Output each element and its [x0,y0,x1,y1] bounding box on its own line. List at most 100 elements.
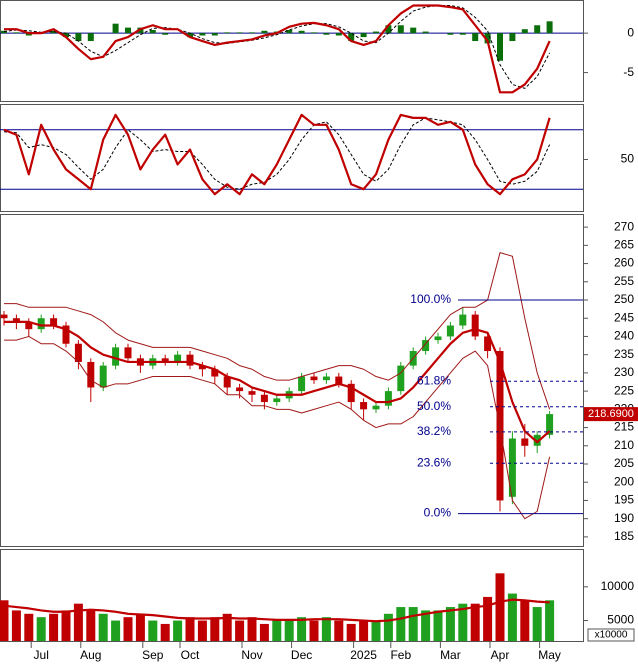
y-tick-label: 210 [614,438,634,452]
candle-body [198,365,206,370]
x-tick-label: Apr [491,648,510,662]
bar [199,33,206,36]
bar [546,21,553,34]
bar [521,29,528,34]
candle-body [12,318,20,322]
candle-body [397,365,405,392]
candle-body [360,402,368,410]
y-tick-label: 255 [614,274,634,288]
bar [410,27,417,34]
fib-label: 38.2% [417,424,451,438]
bar [63,33,69,38]
x-tick-label: Aug [80,648,101,662]
bar [509,33,516,42]
bar [87,33,94,42]
bar [197,620,207,641]
bar [224,32,231,34]
bar [125,27,131,34]
bar [249,32,255,34]
candle-body [37,318,45,330]
bar [483,596,493,641]
bar [495,573,505,641]
bar [75,33,82,42]
bar [286,29,293,34]
bar [459,33,466,35]
candle-body [25,321,33,330]
bar [383,613,393,641]
y-tick-label: -5 [623,65,634,79]
y-tick-label: 260 [614,256,634,270]
y-tick-label: 200 [614,474,634,488]
candle-body [50,318,58,326]
x-tick-label: Nov [241,648,262,662]
candle-body [347,383,355,403]
bar [261,30,268,34]
bar [25,33,32,36]
candle-body [161,358,169,362]
x-tick-label: Feb [390,648,411,662]
bar [222,613,232,641]
last-price-label: 218.6900 [588,408,634,420]
bar [422,31,429,34]
candle-body [112,347,120,366]
bar [149,29,156,34]
candle-body [372,405,380,410]
line [4,4,551,94]
bar [520,600,530,641]
bar [311,32,317,34]
candle-body [459,314,467,326]
candle-body [273,398,281,403]
fib-label: 100.0% [410,292,451,306]
signal-line [3,5,551,89]
bar [1,30,7,34]
panel-frame [0,214,584,547]
panel-frame [0,104,584,212]
y-tick-label: 230 [614,365,634,379]
bar [360,33,367,38]
bar [112,23,119,34]
candle-body [211,369,219,377]
y-tick-label: 215 [614,420,634,434]
bar [13,32,20,34]
bar [507,593,517,641]
bar [532,607,542,641]
y-tick-label: 50 [621,152,635,166]
bar [298,30,305,34]
fib-label: 50.0% [417,399,451,413]
x-tick-label: Jul [34,648,49,662]
bar [86,610,96,641]
candle-body [322,376,330,381]
bar [408,607,418,641]
line [3,598,550,623]
x-tick-label: 2025 [350,648,377,662]
y-tick-label: 240 [614,329,634,343]
y-tick-label: 0 [627,25,634,39]
bar [497,33,503,61]
bar [472,33,479,42]
bar [545,600,555,641]
y-tick-label: 235 [614,347,634,361]
candle-body [422,340,430,352]
bar [397,25,404,34]
bar [334,620,344,641]
bar [24,613,34,641]
y-tick-label: 205 [614,456,634,470]
bar [236,32,243,34]
bar [210,617,220,641]
unit-box [587,628,635,642]
bar [335,33,342,36]
bar [49,613,59,641]
candle-body [62,325,70,344]
bar [284,620,294,641]
bar [50,30,57,34]
y-tick-label: 265 [614,238,634,252]
bar [247,617,257,641]
bar [447,33,454,35]
last-price-box [584,407,638,422]
bar [61,610,71,641]
bar [359,620,369,641]
bar [348,33,355,42]
candle-body [236,387,244,392]
bar [433,610,443,641]
x-tick-label: May [538,648,561,662]
